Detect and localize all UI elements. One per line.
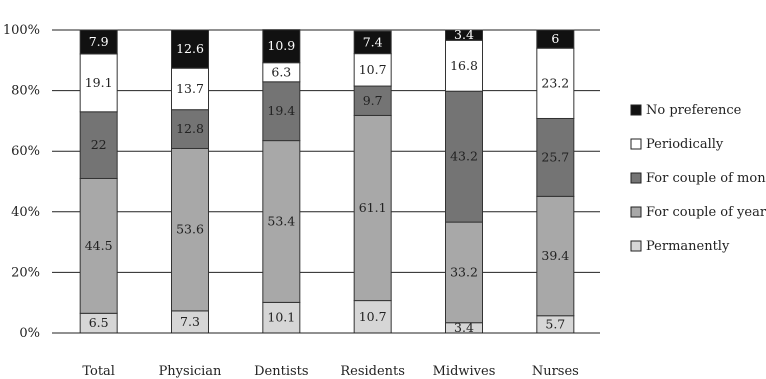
- data-label: 16.8: [450, 58, 478, 73]
- data-label: 7.3: [180, 314, 200, 329]
- bar-segment: [353, 53, 392, 87]
- y-tick-label: 60%: [11, 144, 40, 159]
- data-label: 12.6: [176, 41, 204, 56]
- bar-segment: [262, 29, 301, 64]
- bar-segment: [445, 90, 483, 223]
- data-label: 39.4: [541, 248, 569, 263]
- legend-swatch: [630, 172, 642, 184]
- bar-segment: [445, 29, 483, 41]
- data-label: 13.7: [176, 81, 204, 96]
- data-label: 53.4: [267, 213, 295, 228]
- data-label: 12.8: [176, 121, 204, 136]
- y-tick-label: 80%: [11, 84, 40, 99]
- bar-segment: [353, 300, 392, 334]
- data-label: 6.5: [89, 315, 109, 330]
- data-label: 7.9: [89, 34, 109, 49]
- data-label: 33.2: [450, 264, 478, 279]
- data-label: 19.1: [85, 75, 113, 90]
- data-label: 6: [551, 31, 559, 46]
- data-label: 53.6: [176, 222, 204, 237]
- legend-item: No preference: [630, 103, 742, 118]
- bar-segment: [353, 114, 392, 302]
- legend-item: For couple of month: [630, 171, 766, 186]
- data-label: 6.3: [271, 64, 291, 79]
- data-label: 5.7: [545, 316, 565, 331]
- bar-segment: [262, 140, 301, 303]
- x-category-label: Total: [82, 364, 115, 379]
- data-label: 61.1: [359, 200, 387, 215]
- legend-label: No preference: [646, 103, 742, 118]
- data-label: 10.9: [267, 38, 295, 53]
- bar-segment: [536, 117, 575, 197]
- data-label: 44.5: [85, 238, 113, 253]
- legend-label: For couple of years: [646, 205, 766, 220]
- data-label: 19.4: [267, 103, 295, 118]
- y-tick-label: 100%: [3, 23, 40, 38]
- legend-item: For couple of years: [630, 205, 766, 220]
- legend-swatch: [630, 240, 642, 252]
- bar-dentists: 10.1 53.4 19.4 6.3 10.9: [262, 29, 301, 334]
- bar-segment: [353, 85, 392, 116]
- legend-swatch: [630, 104, 642, 116]
- y-tick-label: 0%: [19, 326, 40, 341]
- y-axis-ticks: 0% 20% 40% 60% 80% 100%: [3, 23, 40, 341]
- bar-segment: [353, 30, 392, 55]
- legend-label: For couple of month: [646, 171, 766, 186]
- bar-segment: [79, 29, 118, 55]
- legend-swatch: [630, 206, 642, 218]
- gridlines: [52, 29, 600, 334]
- bar-segment: [171, 109, 209, 149]
- data-label: 10.1: [267, 310, 295, 325]
- bar-total: 6.5 44.5 22 19.1 7.9: [79, 29, 118, 334]
- x-axis-categories: Total Physician Dentists Residents Midwives N…: [82, 364, 578, 379]
- legend: No preference Periodically For couple of m…: [630, 103, 766, 254]
- data-label: 7.4: [363, 34, 383, 49]
- bar-residents: 10.7 61.1 9.7 10.7 7.4: [353, 30, 392, 334]
- y-tick-label: 20%: [11, 265, 40, 280]
- bar-midwives: 3.4 33.2 43.2 16.8 3.4: [445, 27, 483, 335]
- y-tick-label: 40%: [11, 205, 40, 220]
- data-label: 9.7: [363, 93, 383, 108]
- bar-segment: [79, 177, 118, 314]
- bar-segment: [536, 29, 575, 49]
- bar-segment: [171, 67, 209, 111]
- bars: 6.5 44.5 22 19.1 7.9 7.3 53.6 12.8 13.7 12.6 10.1 5…: [79, 27, 575, 335]
- data-label: 3.4: [454, 320, 474, 335]
- data-label: 22: [91, 137, 107, 152]
- data-label: 10.7: [359, 309, 387, 324]
- x-category-label: Residents: [340, 364, 405, 379]
- bar-segment: [171, 29, 209, 69]
- bar-nurses: 5.7 39.4 25.7 23.2 6: [536, 29, 575, 334]
- data-label: 25.7: [541, 149, 569, 164]
- bar-segment: [262, 301, 301, 334]
- data-label: 23.2: [541, 75, 569, 90]
- x-category-label: Physician: [159, 364, 222, 379]
- legend-item: Permanently: [630, 239, 730, 254]
- x-category-label: Dentists: [254, 364, 308, 379]
- legend-item: Periodically: [630, 137, 724, 152]
- data-label: 3.4: [454, 27, 474, 42]
- legend-label: Periodically: [646, 137, 724, 152]
- x-category-label: Nurses: [532, 364, 579, 379]
- bar-segment: [262, 81, 301, 142]
- data-label: 43.2: [450, 149, 478, 164]
- legend-label: Permanently: [646, 239, 730, 254]
- data-label: 10.7: [359, 62, 387, 77]
- legend-swatch: [630, 138, 642, 150]
- bar-segment: [445, 39, 483, 92]
- x-category-label: Midwives: [433, 364, 496, 379]
- bar-physician: 7.3 53.6 12.8 13.7 12.6: [171, 29, 209, 334]
- bar-segment: [79, 111, 118, 179]
- bar-segment: [171, 147, 209, 312]
- bar-segment: [445, 221, 483, 324]
